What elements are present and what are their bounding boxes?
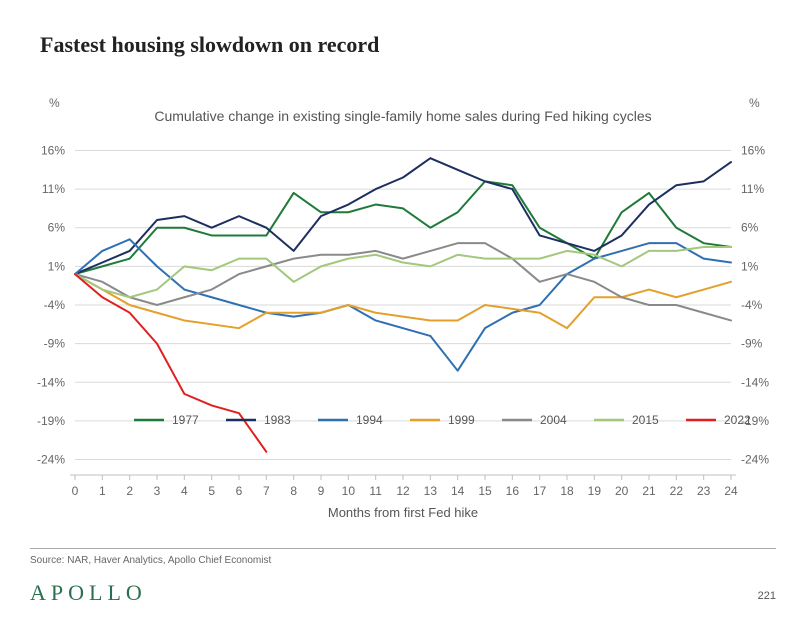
- svg-text:-9%: -9%: [741, 337, 763, 351]
- svg-text:21: 21: [642, 484, 656, 498]
- svg-text:16%: 16%: [41, 143, 65, 157]
- svg-text:2022: 2022: [724, 413, 751, 427]
- svg-text:-14%: -14%: [37, 375, 65, 389]
- svg-text:4: 4: [181, 484, 188, 498]
- svg-text:1994: 1994: [356, 413, 383, 427]
- svg-text:-4%: -4%: [44, 298, 66, 312]
- svg-text:6%: 6%: [741, 221, 759, 235]
- svg-text:-14%: -14%: [741, 375, 769, 389]
- svg-text:16: 16: [506, 484, 520, 498]
- apollo-logo: APOLLO: [30, 580, 147, 606]
- svg-text:1%: 1%: [741, 259, 759, 273]
- svg-text:14: 14: [451, 484, 465, 498]
- svg-text:11%: 11%: [42, 182, 65, 196]
- svg-text:6: 6: [236, 484, 243, 498]
- svg-text:2: 2: [126, 484, 133, 498]
- svg-text:%: %: [49, 96, 60, 110]
- svg-text:11%: 11%: [741, 182, 764, 196]
- svg-text:-24%: -24%: [37, 453, 65, 467]
- svg-text:15: 15: [478, 484, 492, 498]
- svg-text:3: 3: [154, 484, 161, 498]
- svg-text:1983: 1983: [264, 413, 291, 427]
- svg-text:-9%: -9%: [44, 337, 66, 351]
- svg-text:7: 7: [263, 484, 270, 498]
- svg-text:1: 1: [99, 484, 106, 498]
- svg-text:2004: 2004: [540, 413, 567, 427]
- svg-text:20: 20: [615, 484, 629, 498]
- svg-text:13: 13: [424, 484, 438, 498]
- svg-text:-19%: -19%: [37, 414, 65, 428]
- svg-text:10: 10: [342, 484, 356, 498]
- svg-text:0: 0: [72, 484, 79, 498]
- svg-text:11: 11: [369, 484, 382, 498]
- source-text: Source: NAR, Haver Analytics, Apollo Chi…: [30, 555, 271, 566]
- svg-text:1977: 1977: [172, 413, 199, 427]
- svg-text:%: %: [749, 96, 760, 110]
- svg-text:-24%: -24%: [741, 453, 769, 467]
- svg-text:5: 5: [208, 484, 215, 498]
- svg-text:6%: 6%: [48, 221, 66, 235]
- svg-text:1999: 1999: [448, 413, 475, 427]
- svg-text:16%: 16%: [741, 143, 765, 157]
- svg-text:-4%: -4%: [741, 298, 763, 312]
- svg-text:12: 12: [396, 484, 410, 498]
- svg-text:8: 8: [290, 484, 297, 498]
- svg-text:24: 24: [724, 484, 738, 498]
- svg-text:18: 18: [560, 484, 574, 498]
- svg-text:19: 19: [588, 484, 602, 498]
- svg-text:Months from first Fed hike: Months from first Fed hike: [328, 505, 478, 520]
- svg-text:17: 17: [533, 484, 547, 498]
- svg-text:9: 9: [318, 484, 325, 498]
- svg-text:2015: 2015: [632, 413, 659, 427]
- svg-text:22: 22: [670, 484, 684, 498]
- divider: [30, 548, 776, 549]
- page-number: 221: [758, 590, 776, 602]
- line-chart: -24%-24%-19%-19%-14%-14%-9%-9%-4%-4%1%1%…: [0, 0, 806, 623]
- svg-text:23: 23: [697, 484, 711, 498]
- svg-text:1%: 1%: [48, 259, 66, 273]
